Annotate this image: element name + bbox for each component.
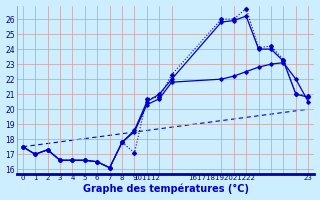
X-axis label: Graphe des températures (°C): Graphe des températures (°C) xyxy=(83,184,249,194)
